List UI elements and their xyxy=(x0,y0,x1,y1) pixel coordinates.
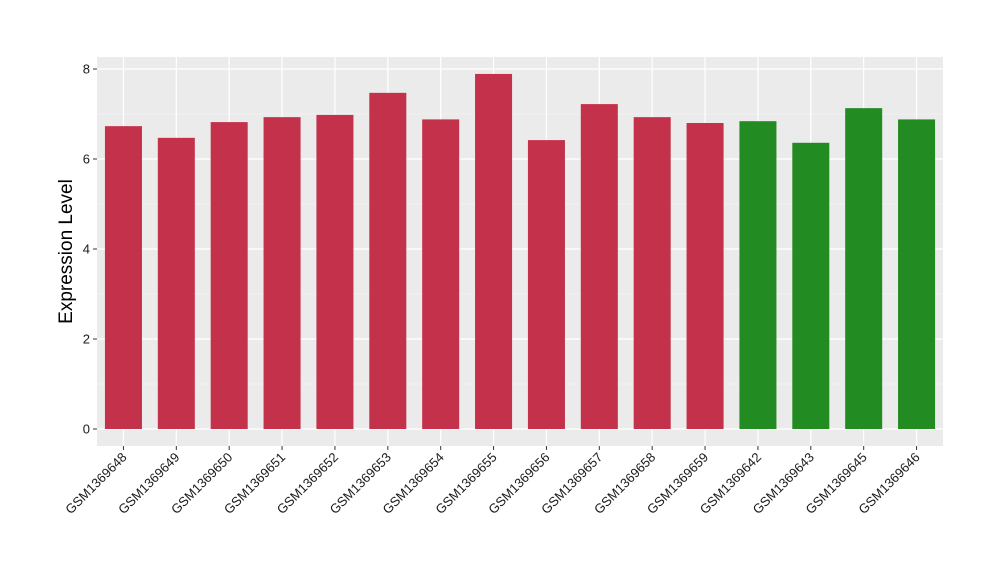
bar-GSM1369645 xyxy=(845,108,883,430)
y-axis: 0 2 4 6 8 xyxy=(83,62,97,437)
bar-GSM1369651 xyxy=(263,117,301,430)
bar-GSM1369658 xyxy=(633,117,671,430)
x-axis: GSM1369648GSM1369649GSM1369650GSM1369651… xyxy=(62,446,923,517)
y-axis-title: Expression Level xyxy=(56,179,77,324)
bar-GSM1369652 xyxy=(316,114,354,430)
y-tick-label: 4 xyxy=(83,242,90,257)
bar-GSM1369659 xyxy=(686,123,724,429)
y-tick-label: 0 xyxy=(83,422,90,437)
bars-layer xyxy=(104,73,936,430)
y-tick-label: 8 xyxy=(83,62,90,77)
y-tick-label: 6 xyxy=(83,152,90,167)
bar-GSM1369650 xyxy=(210,122,248,429)
y-tick-label: 2 xyxy=(83,332,90,347)
bar-GSM1369643 xyxy=(792,142,830,430)
bar-GSM1369654 xyxy=(422,119,460,430)
bar-GSM1369656 xyxy=(527,140,565,429)
bar-GSM1369655 xyxy=(475,73,513,429)
bar-GSM1369657 xyxy=(580,104,618,429)
bar-GSM1369646 xyxy=(898,119,936,430)
bar-GSM1369649 xyxy=(157,137,195,429)
bar-GSM1369653 xyxy=(369,92,407,429)
bar-GSM1369642 xyxy=(739,121,777,429)
bar-GSM1369648 xyxy=(104,126,142,430)
